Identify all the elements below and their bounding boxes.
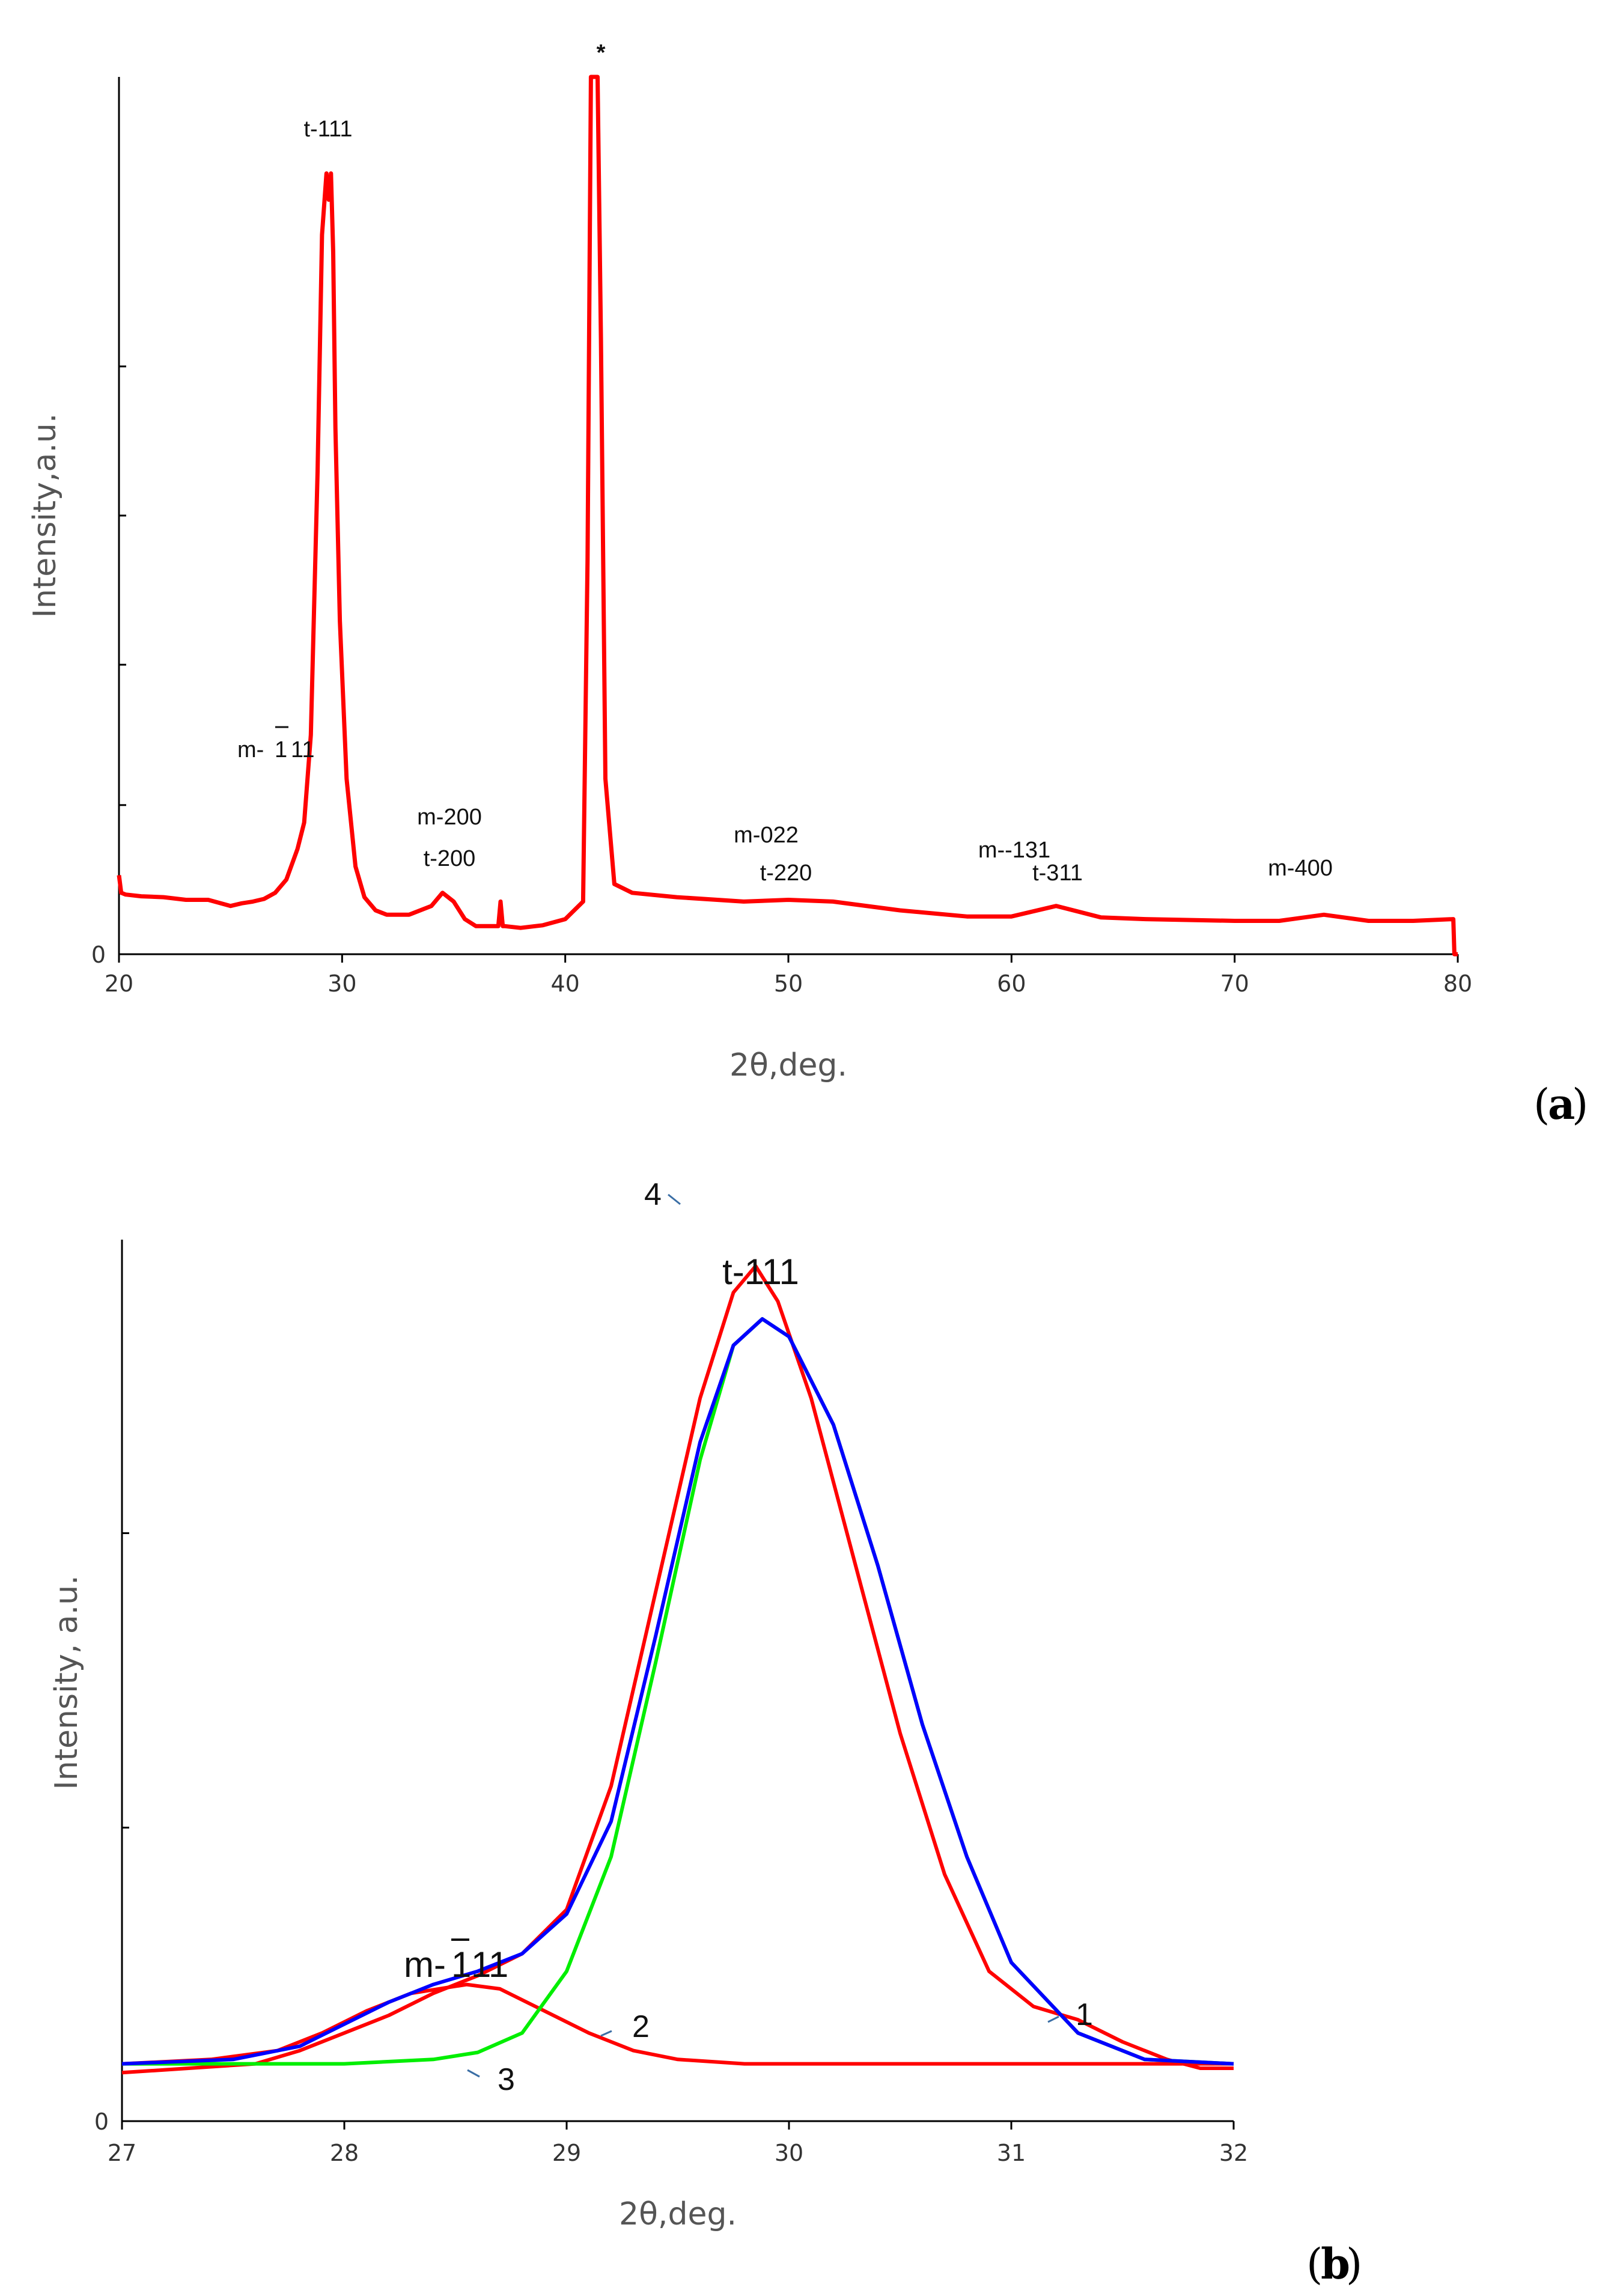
panel-a-annotation-m-111: m- 1 11 (237, 726, 314, 763)
panel-a-chart: 20 30 40 50 60 70 80 0 2θ,deg. Intensity,a.u. … (27, 40, 1588, 1129)
panel-b-leader-4 (668, 1193, 681, 1205)
panel-a-label: ( a ) (1533, 1079, 1588, 1129)
panel-b-annotation-t111: t-111 (722, 1252, 799, 1292)
panel-b-series-2-line (121, 1982, 1234, 2066)
panel-a-y-tick-label: 0 (91, 942, 106, 968)
panel-a-label-open: ( (1533, 1080, 1550, 1129)
panel-a-annotation-m-111-prefix: m- (237, 737, 264, 763)
panel-b-label: ( b ) (1306, 2239, 1362, 2289)
panel-b-x-tick-label: 31 (997, 2140, 1026, 2166)
panel-a-label-letter: a (1548, 1079, 1575, 1129)
panel-b-curve-label-4: 4 (644, 1177, 662, 1212)
panel-a-series-line (117, 75, 1458, 957)
panel-b-x-tick-label: 28 (330, 2140, 359, 2166)
panel-a-x-tick-label: 70 (1220, 970, 1249, 997)
panel-a-annotation-m-111-bar-digit: 1 (275, 737, 287, 763)
panel-b-curve-label-2: 2 (632, 2009, 650, 2044)
panel-b-series-1-line (121, 1264, 1234, 2075)
panel-a-annotation-m-111-suffix: 11 (291, 737, 314, 763)
panel-a-annotation-m200: m-200 (417, 805, 482, 830)
panel-b-annotation-m-111-suffix: 11 (471, 1944, 508, 1985)
panel-b-curve-label-3: 3 (498, 2062, 515, 2097)
panel-b-annotation-m-111: m- 1 11 (404, 1938, 508, 1985)
panel-b-label-close: ) (1346, 2240, 1362, 2289)
panel-a-annotation-star: * (597, 40, 606, 65)
panel-b-x-tick-label: 27 (108, 2140, 136, 2166)
panel-a-x-axis-label: 2θ,deg. (729, 1047, 847, 1083)
panel-b-leader-1 (1047, 2015, 1059, 2023)
panel-b-label-letter: b (1321, 2239, 1350, 2289)
panel-b-leader-2 (600, 2030, 612, 2037)
panel-a-x-tick-label: 40 (550, 970, 579, 997)
panel-b-series-4-line (121, 1317, 1234, 2066)
panel-b-annotation-m-111-bar-digit: 1 (451, 1944, 471, 1985)
panel-a-x-tick-label: 50 (774, 970, 803, 997)
panel-b-leader-3 (467, 2069, 480, 2078)
panel-b-annotation-m-111-prefix: m- (404, 1944, 446, 1985)
panel-b-y-tick-label: 0 (94, 2109, 109, 2135)
panel-b-label-open: ( (1306, 2240, 1323, 2289)
panel-a-x-tick-label: 60 (997, 970, 1026, 997)
panel-a-annotation-t220: t-220 (760, 860, 812, 886)
panel-a-annotation-m131: m--131 (978, 838, 1050, 863)
panel-a-x-tick-label: 30 (327, 970, 356, 997)
panel-b-curve-label-1: 1 (1076, 1997, 1093, 2032)
panel-b-x-tick-label: 29 (552, 2140, 581, 2166)
panel-a-annotation-t311: t-311 (1032, 860, 1083, 886)
panel-a-annotation-m022: m-022 (734, 823, 799, 848)
panel-a-label-close: ) (1572, 1080, 1588, 1129)
panel-b-x-tick-label: 30 (775, 2140, 803, 2166)
panel-b-series-3-line (122, 1317, 1234, 2066)
panel-b-x-tick-label: 32 (1219, 2140, 1248, 2166)
panel-b-y-axis-label: Intensity, a.u. (49, 1575, 85, 1789)
panel-a-x-tick-label: 20 (105, 970, 133, 997)
panel-a-x-tick-label: 80 (1443, 970, 1472, 997)
panel-b-chart: 27 28 29 30 31 32 0 2θ,deg. Intensity, a.u. t… (49, 1177, 1362, 2289)
panel-a-annotation-t111: t-111 (304, 117, 353, 142)
panel-a-annotation-m400: m-400 (1268, 856, 1333, 881)
panel-a-annotation-t200: t-200 (424, 846, 476, 871)
panel-b-x-axis-label: 2θ,deg. (619, 2196, 737, 2232)
panel-a-y-axis-label: Intensity,a.u. (27, 413, 63, 618)
